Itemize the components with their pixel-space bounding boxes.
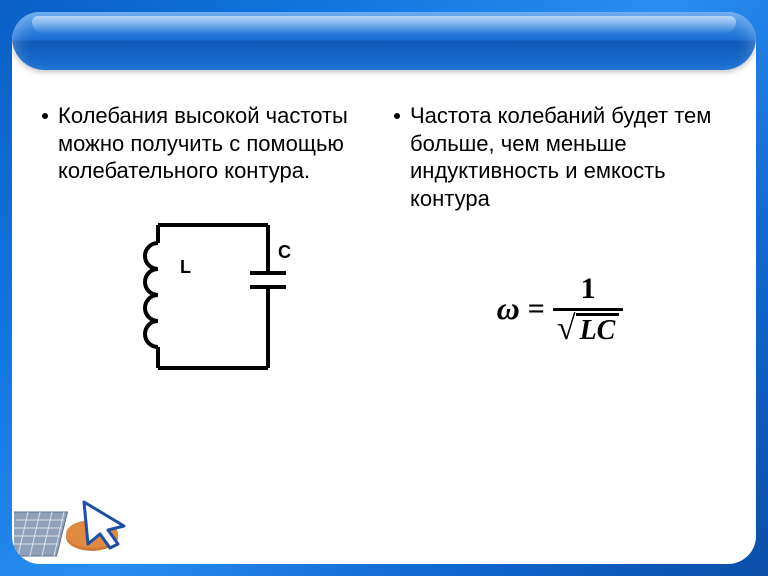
bullet-dot-icon bbox=[42, 113, 48, 119]
angular-frequency-formula: ω = 1 √ LC bbox=[497, 272, 624, 345]
equals-sign: = bbox=[528, 292, 545, 326]
capacitor-label: C bbox=[278, 242, 291, 262]
slide-frame: Колебания высокой частоты можно получить… bbox=[0, 0, 768, 576]
left-column: Колебания высокой частоты можно получить… bbox=[42, 102, 374, 378]
bullet-item: Колебания высокой частоты можно получить… bbox=[42, 102, 374, 185]
denominator: √ LC bbox=[553, 311, 623, 345]
bullet-text: Колебания высокой частоты можно получить… bbox=[58, 102, 374, 185]
bullet-item: Частота колебаний будет тем больше, чем … bbox=[394, 102, 726, 212]
right-column: Частота колебаний будет тем больше, чем … bbox=[394, 102, 726, 378]
lc-circuit-svg: L C bbox=[118, 213, 298, 378]
title-bar bbox=[12, 12, 756, 70]
fraction: 1 √ LC bbox=[553, 272, 623, 345]
numerator: 1 bbox=[575, 272, 602, 308]
corner-decoration-icon bbox=[14, 482, 144, 562]
omega-symbol: ω bbox=[497, 290, 520, 327]
bullet-dot-icon bbox=[394, 113, 400, 119]
bullet-text: Частота колебаний будет тем больше, чем … bbox=[410, 102, 726, 212]
sqrt-radicand: LC bbox=[576, 313, 620, 345]
inductor-label: L bbox=[180, 257, 191, 277]
content-panel: Колебания высокой частоты можно получить… bbox=[12, 12, 756, 564]
sqrt-icon: √ bbox=[557, 315, 576, 342]
lc-circuit-diagram: L C bbox=[42, 213, 374, 378]
formula-block: ω = 1 √ LC bbox=[394, 272, 726, 345]
